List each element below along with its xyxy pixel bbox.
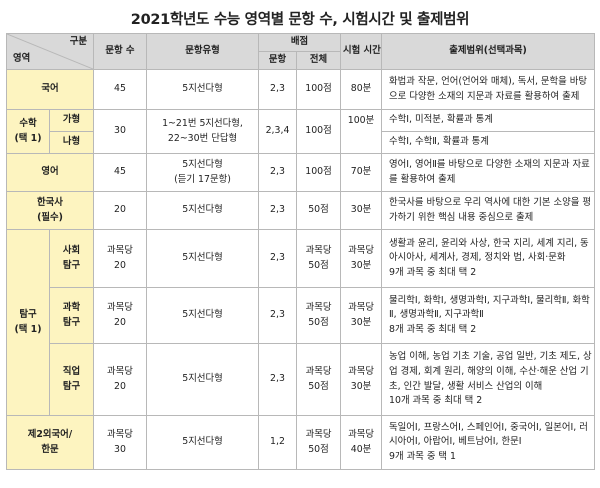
header-score-total: 전체 — [295, 51, 342, 70]
header-score: 배점 — [257, 33, 342, 52]
type-cell: 5지선다형 — [146, 69, 259, 110]
page-title: 2021학년도 수능 영역별 문항 수, 시험시간 및 출제범위 — [130, 12, 470, 28]
score-total-cell: 과목당 50점 — [295, 415, 342, 470]
time-cell: 과목당 40분 — [340, 415, 383, 470]
score-item-cell: 2,3 — [258, 287, 297, 344]
time-cell: 과목당 30분 — [340, 287, 383, 344]
time-cell: 100분 — [340, 109, 383, 154]
count-cell: 과목당 30 — [93, 415, 147, 470]
inquiry-science-label: 과학 탐구 — [49, 287, 94, 344]
scope-cell: 농업 이해, 농업 기초 기술, 공업 일반, 기초 제도, 상업 경제, 회계… — [381, 343, 596, 416]
time-cell: 80분 — [340, 69, 383, 110]
scope-cell: 영어Ⅰ, 영어Ⅱ를 바탕으로 다양한 소재의 지문과 자료를 활용하여 출제 — [381, 153, 596, 192]
score-item-cell: 2,3 — [258, 69, 297, 110]
score-item-cell: 2,3 — [258, 191, 297, 230]
inquiry-vocational-label: 직업 탐구 — [49, 343, 94, 416]
area-second-language: 제2외국어/한문 — [6, 415, 94, 470]
scope-cell: 수학Ⅰ, 미적분, 확률과 통계 — [381, 109, 596, 132]
score-total-cell: 과목당 50점 — [295, 343, 342, 416]
header-gubun-cell: 구분 영역 — [6, 33, 94, 70]
time-cell: 과목당 30분 — [340, 343, 383, 416]
table-row: 영어 45 5지선다형 (듣기 17문항) 2,3 100점 70분 영어Ⅰ, 영… — [6, 153, 596, 192]
score-item-cell: 2,3,4 — [258, 109, 297, 154]
time-cell: 과목당 30분 — [340, 229, 383, 288]
scope-cell: 생활과 윤리, 윤리와 사상, 한국 지리, 세계 지리, 동아시아사, 세계사… — [381, 229, 596, 288]
score-total-cell: 과목당 50점 — [295, 229, 342, 288]
score-total-cell: 100점 — [295, 69, 342, 110]
header-area: 영역 — [13, 53, 31, 65]
area-korean: 국어 — [6, 69, 94, 110]
table-row: 나형 수학Ⅰ, 수학Ⅱ, 확률과 통계 — [7, 131, 596, 154]
count-cell: 과목당 20 — [93, 229, 147, 288]
scope-cell: 독일어Ⅰ, 프랑스어Ⅰ, 스페인어Ⅰ, 중국어Ⅰ, 일본어Ⅰ, 러시아어Ⅰ, 아… — [381, 415, 596, 470]
scope-cell: 수학Ⅰ, 수학Ⅱ, 확률과 통계 — [381, 131, 596, 154]
area-english: 영어 — [6, 153, 94, 192]
count-cell: 45 — [93, 153, 147, 192]
table-row: 한국사 (필수) 20 5지선다형 2,3 50점 30분 한국사를 바탕으로 우… — [6, 191, 596, 230]
table-row: 제2외국어/한문 과목당 30 5지선다형 1,2 과목당 50점 과목당 40분 독… — [6, 415, 596, 470]
score-total-cell: 100점 — [295, 153, 342, 192]
count-cell: 30 — [93, 109, 147, 154]
area-math: 수학 (택 1) — [6, 109, 50, 154]
type-cell: 5지선다형 — [146, 415, 259, 470]
count-cell: 45 — [93, 69, 147, 110]
time-cell: 30분 — [340, 191, 383, 230]
score-item-cell: 2,3 — [258, 229, 297, 288]
scope-cell: 물리학Ⅰ, 화학Ⅰ, 생명과학Ⅰ, 지구과학Ⅰ, 물리학Ⅱ, 화학Ⅱ, 생명과학… — [381, 287, 596, 344]
type-cell: 5지선다형 — [146, 191, 259, 230]
header-score-item: 문항 — [258, 51, 297, 70]
table-row: 직업 탐구 과목당 20 5지선다형 2,3 과목당 50점 과목당 30분 농업 이해… — [7, 343, 596, 416]
score-item-cell: 2,3 — [258, 343, 297, 416]
area-history: 한국사 (필수) — [6, 191, 94, 230]
header-scope: 출제범위(선택과목) — [381, 33, 596, 70]
type-cell: 5지선다형 — [146, 229, 259, 288]
scope-cell: 한국사를 바탕으로 우리 역사에 대한 기본 소양을 평가하기 위한 핵심 내용… — [381, 191, 596, 230]
table-row: 탐구 (택 1) 사회 탐구 과목당 20 5지선다형 2,3 과목당 50점 과목당 3… — [6, 229, 596, 416]
header-time: 시험 시간 — [340, 33, 383, 70]
table-row: 과학 탐구 과목당 20 5지선다형 2,3 과목당 50점 과목당 30분 물리학Ⅰ,… — [7, 287, 596, 344]
score-total-cell: 과목당 50점 — [295, 287, 342, 344]
table-row: 수학 (택 1) 가형 30 1~21번 5지선다형, 22~30번 단답형 2,3… — [6, 109, 596, 154]
type-cell: 5지선다형 — [146, 343, 259, 416]
exam-table: 구분 영역 문항 수 문항유형 배점 시험 시간 출제범위(선택과목) 문항 전… — [6, 33, 596, 470]
type-cell: 1~21번 5지선다형, 22~30번 단답형 — [146, 109, 259, 154]
table-row: 국어 45 5지선다형 2,3 100점 80분 화법과 작문, 언어(언어와 … — [6, 69, 596, 110]
time-cell: 70분 — [340, 153, 383, 192]
math-ga-label: 가형 — [49, 109, 94, 132]
area-inquiry: 탐구 (택 1) — [6, 229, 50, 416]
type-cell: 5지선다형 (듣기 17문항) — [146, 153, 259, 192]
header-count: 문항 수 — [93, 33, 147, 70]
math-na-label: 나형 — [49, 131, 94, 154]
score-item-cell: 1,2 — [258, 415, 297, 470]
count-cell: 과목당 20 — [93, 287, 147, 344]
inquiry-social-label: 사회 탐구 — [49, 229, 94, 288]
score-total-cell: 100점 — [295, 109, 342, 154]
scope-cell: 화법과 작문, 언어(언어와 매체), 독서, 문학을 바탕으로 다양한 소재의… — [381, 69, 596, 110]
header-gubun: 구분 — [69, 36, 87, 47]
count-cell: 과목당 20 — [93, 343, 147, 416]
score-total-cell: 50점 — [295, 191, 342, 230]
count-cell: 20 — [93, 191, 147, 230]
score-item-cell: 2,3 — [258, 153, 297, 192]
header-type: 문항유형 — [146, 33, 259, 70]
type-cell: 5지선다형 — [146, 287, 259, 344]
